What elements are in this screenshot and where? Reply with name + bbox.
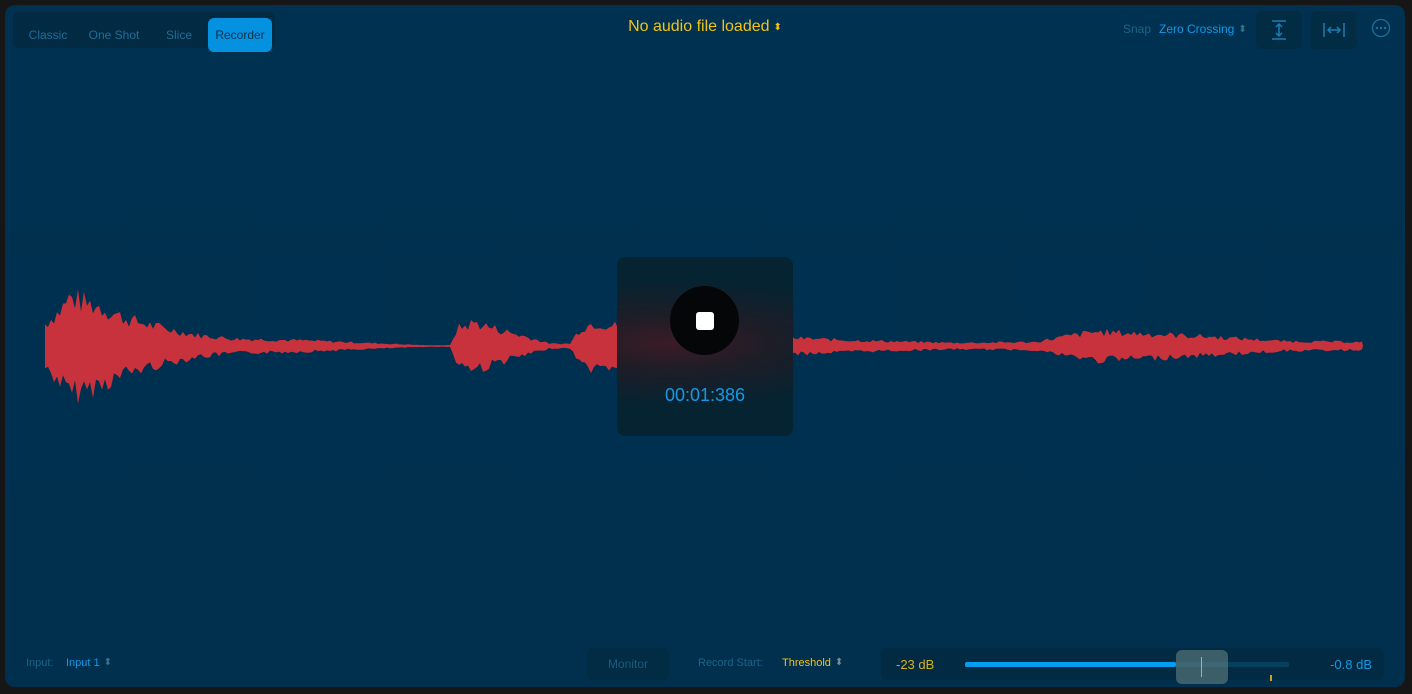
horizontal-zoom-button[interactable] bbox=[1311, 11, 1357, 49]
threshold-meter: -23 dB -0.8 dB bbox=[881, 648, 1384, 684]
record-start-selector[interactable]: Threshold ⬍ bbox=[782, 657, 843, 669]
threshold-marker bbox=[1200, 657, 1202, 677]
stop-record-button[interactable] bbox=[670, 286, 739, 355]
level-value: -0.8 dB bbox=[1330, 657, 1372, 672]
input-selector[interactable]: Input 1 ⬍ bbox=[66, 657, 112, 669]
threshold-slider-thumb[interactable] bbox=[1175, 650, 1228, 684]
level-fill bbox=[965, 662, 1176, 667]
stop-icon bbox=[696, 312, 714, 330]
snap-value: Zero Crossing bbox=[1159, 22, 1235, 36]
horizontal-zoom-icon bbox=[1323, 23, 1345, 37]
more-button[interactable] bbox=[1371, 18, 1391, 43]
updown-chevron-icon: ⬍ bbox=[834, 657, 844, 668]
record-start-label: Record Start: bbox=[698, 657, 763, 669]
file-title: No audio file loaded bbox=[628, 18, 770, 35]
snap-label: Snap bbox=[1123, 22, 1152, 36]
input-label: Input: bbox=[26, 657, 54, 669]
tab-recorder[interactable]: Recorder bbox=[208, 18, 272, 52]
sample-editor-window: Classic One Shot Slice Recorder No audio… bbox=[5, 5, 1405, 687]
input-level-meter bbox=[965, 662, 1289, 681]
vertical-zoom-icon bbox=[1272, 20, 1286, 40]
snap-selector[interactable]: Zero Crossing ⬍ bbox=[1159, 22, 1247, 36]
more-ellipsis-icon bbox=[1371, 18, 1391, 38]
peak-hold-marker bbox=[1269, 675, 1272, 681]
tab-slice[interactable]: Slice bbox=[165, 28, 192, 42]
vertical-zoom-button[interactable] bbox=[1256, 11, 1302, 49]
tab-classic[interactable]: Classic bbox=[28, 28, 68, 42]
updown-chevron-icon: ⬍ bbox=[1238, 24, 1247, 35]
mode-segmented-control: Classic One Shot Slice Recorder bbox=[13, 12, 275, 52]
recording-time: 00:01:386 bbox=[664, 385, 746, 405]
updown-chevron-icon: ⬍ bbox=[773, 22, 782, 33]
input-value: Input 1 bbox=[66, 657, 100, 669]
threshold-value: -23 dB bbox=[896, 657, 935, 672]
record-start-value: Threshold bbox=[782, 657, 831, 669]
recording-panel: 00:01:386 bbox=[617, 257, 793, 436]
tab-one-shot[interactable]: One Shot bbox=[88, 28, 140, 42]
updown-chevron-icon: ⬍ bbox=[103, 657, 113, 668]
monitor-button[interactable]: Monitor bbox=[587, 648, 669, 680]
file-selector[interactable]: No audio file loaded ⬍ bbox=[5, 18, 1405, 36]
